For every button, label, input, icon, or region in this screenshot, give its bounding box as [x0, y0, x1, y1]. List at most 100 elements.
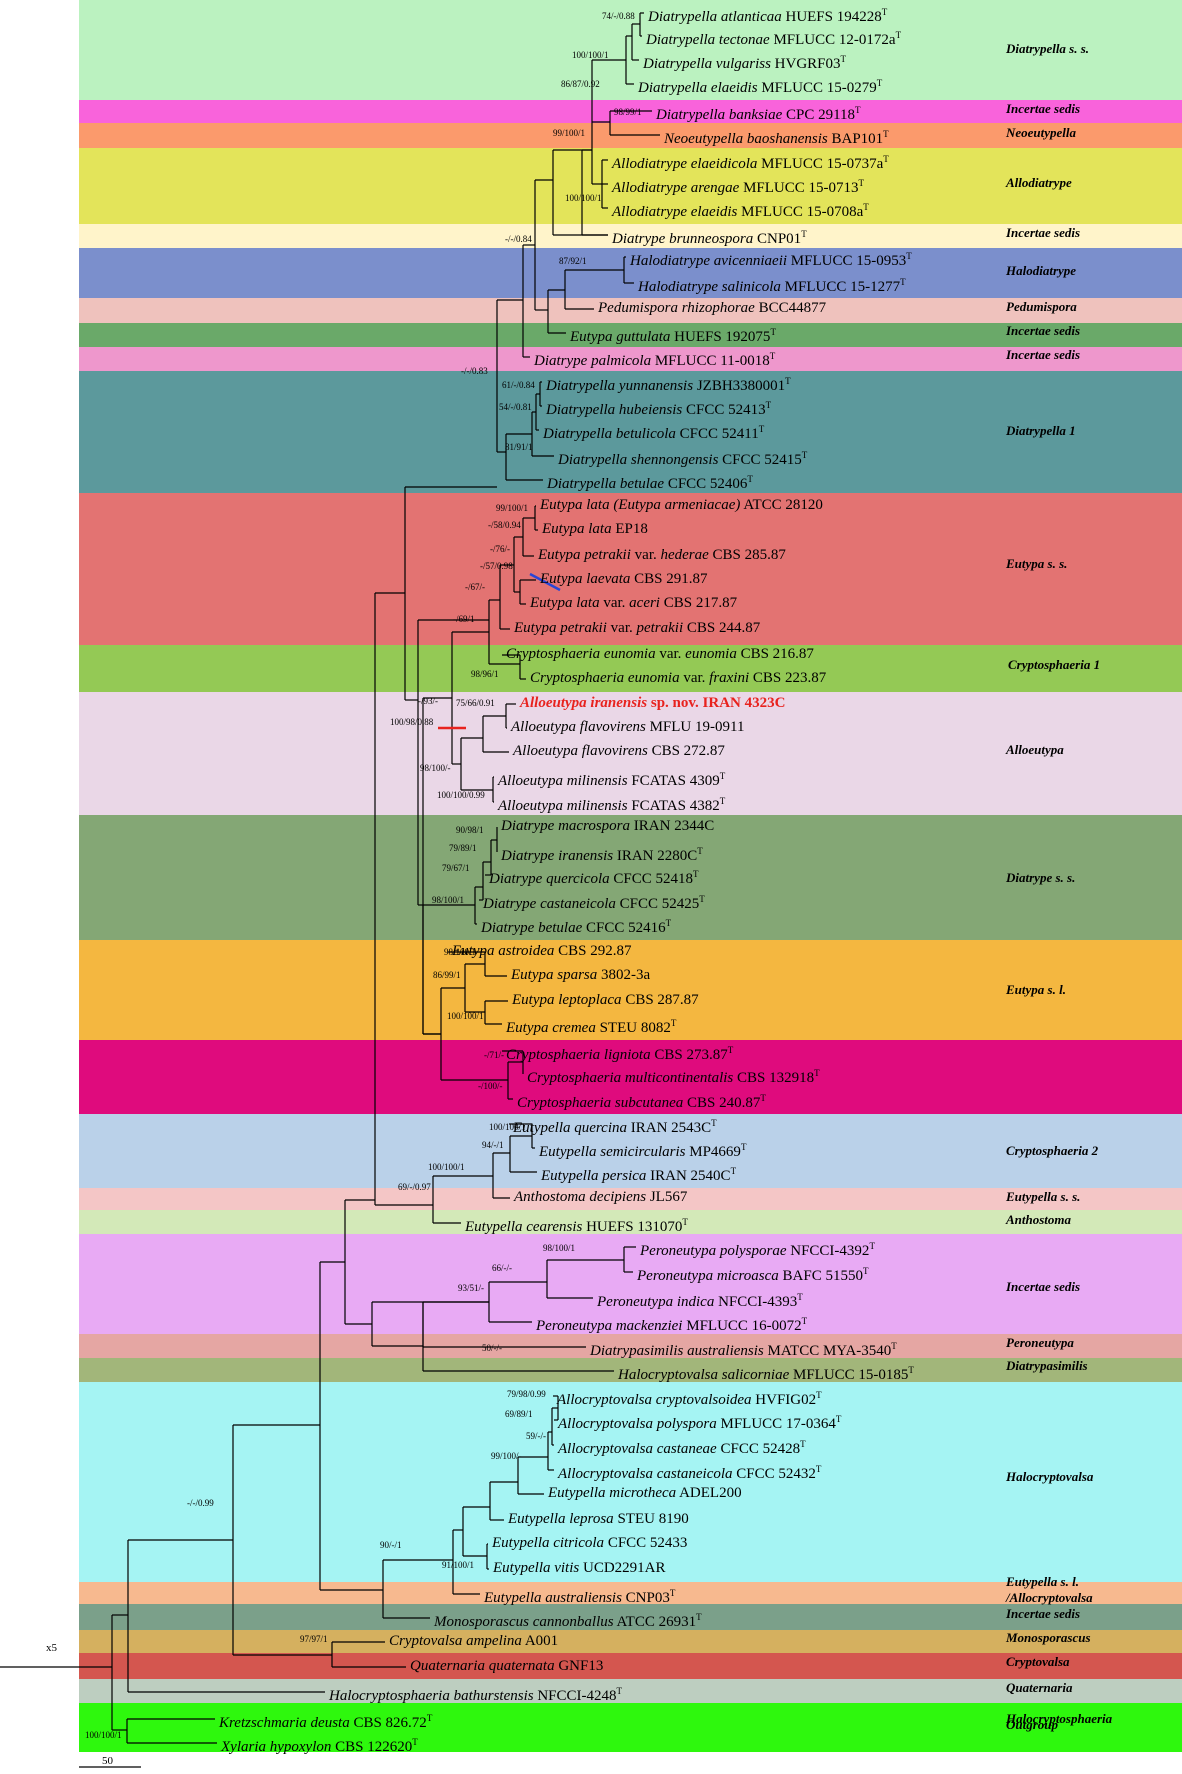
clade-label: Allodiatrype: [1006, 175, 1072, 190]
clade-label: Incertae sedis: [1006, 225, 1081, 240]
clade-band: [79, 1582, 1182, 1604]
taxon-label: Eutypa lata var. aceri CBS 217.87: [530, 595, 738, 611]
clade-label: Eutypella s. l./Allocryptovalsa: [1006, 1574, 1093, 1605]
support-value: 86/87/0.92: [561, 79, 600, 89]
type-marker: T: [800, 1439, 806, 1449]
type-marker: T: [697, 846, 703, 856]
taxon-label: Cryptosphaeria multicontinentalis CBS 13…: [527, 1068, 820, 1086]
clade-label: Cryptovalsa: [1006, 1654, 1070, 1669]
clade-band: [79, 493, 1182, 645]
taxon-label: Eutypella cearensis HUEFS 131070T: [465, 1217, 688, 1235]
clade-label: Incertae sedis: [1006, 1279, 1081, 1294]
taxon-label: Pedumispora rhizophorae BCC44877: [598, 300, 827, 316]
taxon-label: Diatrypella shennongensis CFCC 52415T: [558, 450, 808, 468]
support-value: 90/98/1: [456, 825, 484, 835]
type-marker: T: [412, 1737, 418, 1747]
clade-label: Diatrypella s. s.: [1006, 41, 1090, 56]
taxon-label: Anthostoma decipiens JL567: [514, 1189, 688, 1205]
taxon-label: Cryptosphaeria eunomia var. eunomia CBS …: [506, 646, 814, 662]
type-marker: T: [906, 251, 912, 261]
clade-band: [79, 645, 1182, 692]
clade-band: [79, 1334, 1182, 1358]
taxon-label: Allodiatrype elaeidicola MFLUCC 15-0737a…: [612, 154, 889, 172]
clade-label: Incertae sedis: [1006, 101, 1081, 116]
taxon-label: Alloeutypa iranensis sp. nov. IRAN 4323C: [520, 695, 786, 711]
type-marker: T: [900, 277, 906, 287]
clade-band: [79, 224, 1182, 248]
clade-label: Halocryptovalsa: [1006, 1469, 1094, 1484]
clade-label: Pedumispora: [1006, 299, 1077, 314]
taxon-label: Halocryptosphaeria bathurstensis NFCCI-4…: [329, 1686, 623, 1704]
taxon-label: Eutypella australiensis CNP03T: [484, 1588, 676, 1606]
clade-band: [79, 298, 1182, 323]
type-marker: T: [693, 869, 699, 879]
support-value: 100/100/1: [572, 50, 609, 60]
taxon-label: Eutypa guttulata HUEFS 192075T: [570, 327, 776, 345]
type-marker: T: [696, 1612, 702, 1622]
taxon-label: Eutypella semicircularis MP4669T: [539, 1142, 747, 1160]
support-value: 100/100/1: [428, 1162, 465, 1172]
taxon-label: Xylaria hypoxylon CBS 122620T: [221, 1737, 418, 1755]
clade-label: Neoeutypella: [1006, 125, 1077, 140]
taxon-label: Eutypa laevata CBS 291.87: [540, 571, 708, 587]
type-marker: T: [876, 78, 883, 88]
taxon-label: Eutypella citricola CFCC 52433: [492, 1535, 688, 1551]
clade-label: Outgroup: [1006, 1717, 1059, 1732]
taxon-label: Kretzschmaria deusta CBS 826.72T: [219, 1713, 433, 1731]
clade-band: [79, 1234, 1182, 1334]
type-marker: T: [770, 327, 776, 337]
taxon-label: Diatrype iranensis IRAN 2280CT: [501, 846, 703, 864]
taxon-label: Diatrypella betulae CFCC 52406T: [547, 474, 753, 492]
taxon-label: Diatrype macrospora IRAN 2344C: [501, 818, 715, 834]
taxon-label: Diatrype palmicola MFLUCC 11-0018T: [534, 351, 776, 369]
type-marker: T: [711, 1118, 717, 1128]
clade-label: Quaternaria: [1006, 1680, 1073, 1695]
taxon-label: Allodiatrype arengae MFLUCC 15-0713T: [612, 178, 865, 196]
clade-label: Eutypa s. l.: [1006, 982, 1066, 997]
type-marker: T: [747, 474, 753, 484]
support-value: 54/-/0.81: [499, 402, 532, 412]
clade-label: Diatrype s. s.: [1006, 870, 1076, 885]
clade-label: Alloeutypa: [1006, 742, 1064, 757]
type-marker: T: [840, 54, 847, 64]
root-break-label: x5: [46, 1642, 57, 1654]
clade-label: Incertae sedis: [1006, 323, 1081, 338]
taxon-label: Peroneutypa microasca BAFC 51550T: [637, 1266, 869, 1284]
taxon-label: Diatrypella vulgariss HVGRF03T: [643, 54, 847, 72]
support-value: 79/98/0.99: [507, 1389, 546, 1399]
taxon-label: Diatrypella hubeiensis CFCC 52413T: [546, 400, 772, 418]
type-marker: T: [862, 1266, 869, 1276]
clade-band: [79, 1382, 1182, 1582]
support-value: 93/51/-: [458, 1283, 484, 1293]
type-marker: T: [758, 424, 765, 434]
taxon-label: Monosporascus cannonballus ATCC 26931T: [434, 1612, 702, 1630]
type-marker: T: [891, 1341, 897, 1351]
type-marker: T: [895, 30, 902, 40]
support-value: 81/91/1: [505, 442, 533, 452]
taxon-label: Neoeutypella baoshanensis BAP101T: [664, 129, 889, 147]
scale-bar-label: 50: [102, 1755, 113, 1767]
support-value: -/-/0.83: [461, 366, 488, 376]
clade-band: [79, 248, 1182, 298]
type-marker: T: [801, 1316, 808, 1326]
support-value: 99/100/1: [496, 503, 529, 513]
taxon-label: Halodiatrype salinicola MFLUCC 15-1277T: [638, 277, 906, 295]
type-marker: T: [869, 1241, 875, 1251]
clade-label: Diatrypasimilis: [1006, 1358, 1088, 1373]
type-marker: T: [797, 1292, 803, 1302]
clade-label: Cryptosphaeria 2: [1006, 1143, 1099, 1158]
taxon-label: Quaternaria quaternata GNF13: [410, 1658, 604, 1674]
type-marker: T: [426, 1713, 433, 1723]
branch: [529, 572, 561, 592]
support-value: 74/-/0.88: [602, 11, 635, 21]
support-value: 90/-/1: [380, 1540, 402, 1550]
clade-label: Halodiatrype: [1006, 263, 1077, 278]
support-value: -/76/-: [490, 544, 510, 554]
support-value: 59/-/-: [526, 1431, 546, 1441]
type-marker: T: [727, 1045, 734, 1055]
clade-band: [79, 1040, 1182, 1114]
taxon-label: Eutypella vitis UCD2291AR: [493, 1560, 666, 1576]
type-marker: T: [730, 1166, 737, 1176]
support-value: -/100/-: [478, 1081, 503, 1091]
taxon-label: Eutypella persica IRAN 2540CT: [541, 1166, 737, 1184]
